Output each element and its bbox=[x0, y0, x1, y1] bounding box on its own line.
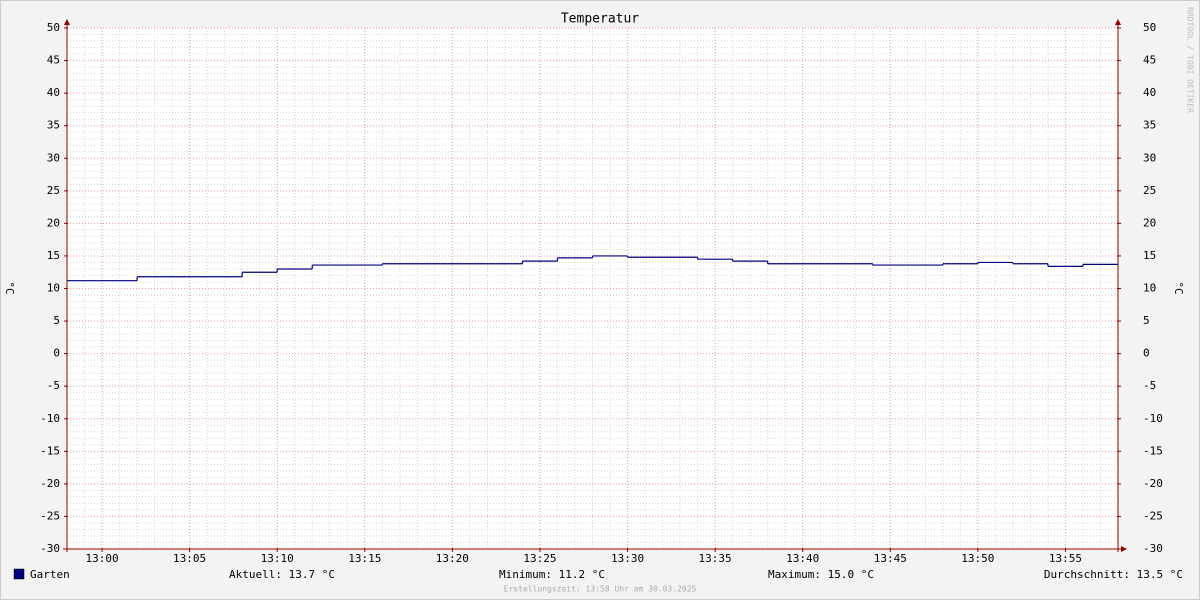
x-tick-label: 13:55 bbox=[1049, 552, 1082, 565]
x-tick-label: 13:25 bbox=[523, 552, 556, 565]
y2-tick-label: 5 bbox=[1143, 314, 1150, 327]
y2-tick-label: -30 bbox=[1143, 542, 1163, 555]
watermark: RRDTOOL / TOBI OETIKER bbox=[1186, 7, 1195, 113]
axis-arrow bbox=[1115, 19, 1121, 25]
y-tick-label: 45 bbox=[47, 54, 60, 67]
axis-arrow bbox=[64, 19, 70, 25]
y-tick-label: -25 bbox=[40, 509, 60, 522]
y-tick-label: 10 bbox=[47, 282, 60, 295]
y-tick-label: -5 bbox=[47, 379, 60, 392]
y-tick-label: 0 bbox=[53, 347, 60, 360]
y2-tick-label: 35 bbox=[1143, 119, 1156, 132]
y-tick-label: 15 bbox=[47, 249, 60, 262]
x-tick-label: 13:40 bbox=[786, 552, 819, 565]
y2-axis-label: °C bbox=[1172, 281, 1185, 294]
y-axis-label: °C bbox=[3, 281, 16, 294]
y2-tick-label: -25 bbox=[1143, 509, 1163, 522]
x-tick-label: 13:05 bbox=[173, 552, 206, 565]
x-tick-label: 13:30 bbox=[611, 552, 644, 565]
y-tick-label: -10 bbox=[40, 412, 60, 425]
stat-current: Aktuell: 13.7 °C bbox=[229, 568, 335, 581]
y-tick-label: 30 bbox=[47, 151, 60, 164]
y2-tick-label: 25 bbox=[1143, 184, 1156, 197]
y2-tick-label: 50 bbox=[1143, 21, 1156, 34]
x-tick-label: 13:45 bbox=[874, 552, 907, 565]
y2-tick-label: -20 bbox=[1143, 477, 1163, 490]
stat-minimum: Minimum: 11.2 °C bbox=[499, 568, 605, 581]
y2-tick-label: -10 bbox=[1143, 412, 1163, 425]
y2-tick-label: -15 bbox=[1143, 444, 1163, 457]
series-line bbox=[67, 255, 1118, 282]
chart-title: Temperatur bbox=[561, 12, 639, 27]
y2-tick-label: 10 bbox=[1143, 282, 1156, 295]
y2-tick-label: 0 bbox=[1143, 347, 1150, 360]
x-tick-label: 13:50 bbox=[961, 552, 994, 565]
y-tick-label: 50 bbox=[47, 21, 60, 34]
y-tick-label: 25 bbox=[47, 184, 60, 197]
y-tick-label: 20 bbox=[47, 216, 60, 229]
x-tick-label: 13:10 bbox=[261, 552, 294, 565]
y-tick-label: 35 bbox=[47, 119, 60, 132]
legend-swatch bbox=[13, 568, 25, 580]
y2-tick-label: 15 bbox=[1143, 249, 1156, 262]
x-tick-label: 13:00 bbox=[85, 552, 118, 565]
axis-arrow bbox=[1121, 546, 1127, 552]
grid bbox=[66, 27, 1119, 550]
legend-label: Garten bbox=[30, 568, 70, 581]
stat-average: Durchschnitt: 13.5 °C bbox=[1044, 568, 1183, 581]
footer: Erstellungszeit: 13:58 Uhr am 30.03.2025 bbox=[504, 585, 697, 594]
y2-tick-label: 45 bbox=[1143, 54, 1156, 67]
y-tick-label: 40 bbox=[47, 86, 60, 99]
y2-tick-label: -5 bbox=[1143, 379, 1156, 392]
y2-tick-label: 20 bbox=[1143, 216, 1156, 229]
y-tick-label: -20 bbox=[40, 477, 60, 490]
y2-tick-label: 40 bbox=[1143, 86, 1156, 99]
x-tick-label: 13:15 bbox=[348, 552, 381, 565]
y2-tick-label: 30 bbox=[1143, 151, 1156, 164]
y-tick-label: 5 bbox=[53, 314, 60, 327]
x-tick-label: 13:35 bbox=[699, 552, 732, 565]
y-tick-label: -15 bbox=[40, 444, 60, 457]
y-tick-label: -30 bbox=[40, 542, 60, 555]
stat-maximum: Maximum: 15.0 °C bbox=[768, 568, 874, 581]
x-tick-label: 13:20 bbox=[436, 552, 469, 565]
